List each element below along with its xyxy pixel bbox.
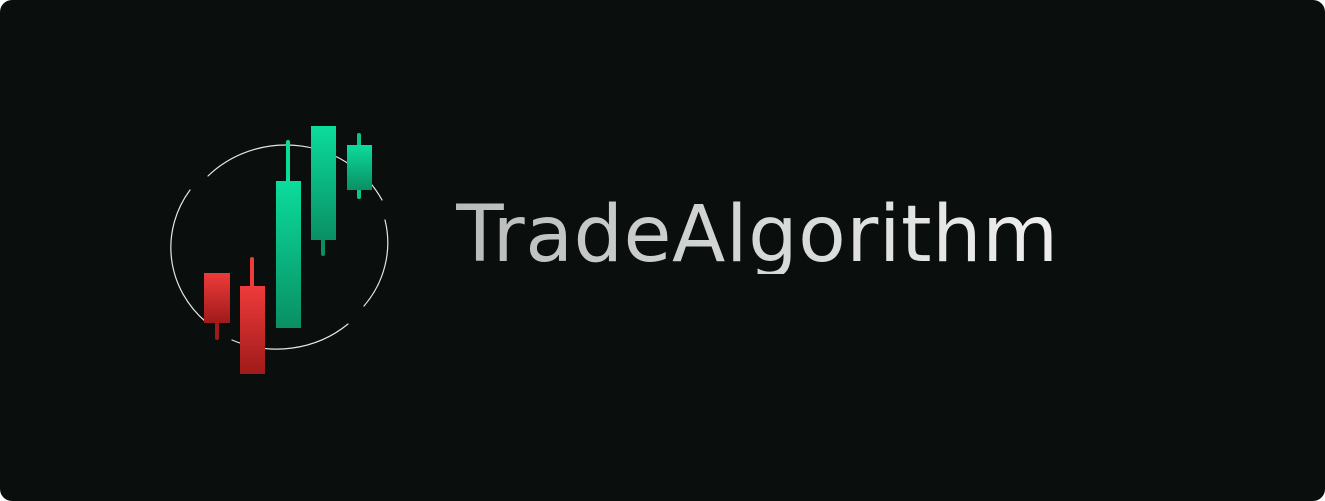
candle-bull-2 [311,126,336,256]
candle-bull-1 [276,140,301,328]
brand-name: TradeAlgorithm [456,190,1059,280]
candle-bear-1 [204,273,230,340]
candlestick-chart-icon [170,126,389,374]
candle-bull-3 [347,133,372,199]
candle-bear-2 [240,257,265,374]
